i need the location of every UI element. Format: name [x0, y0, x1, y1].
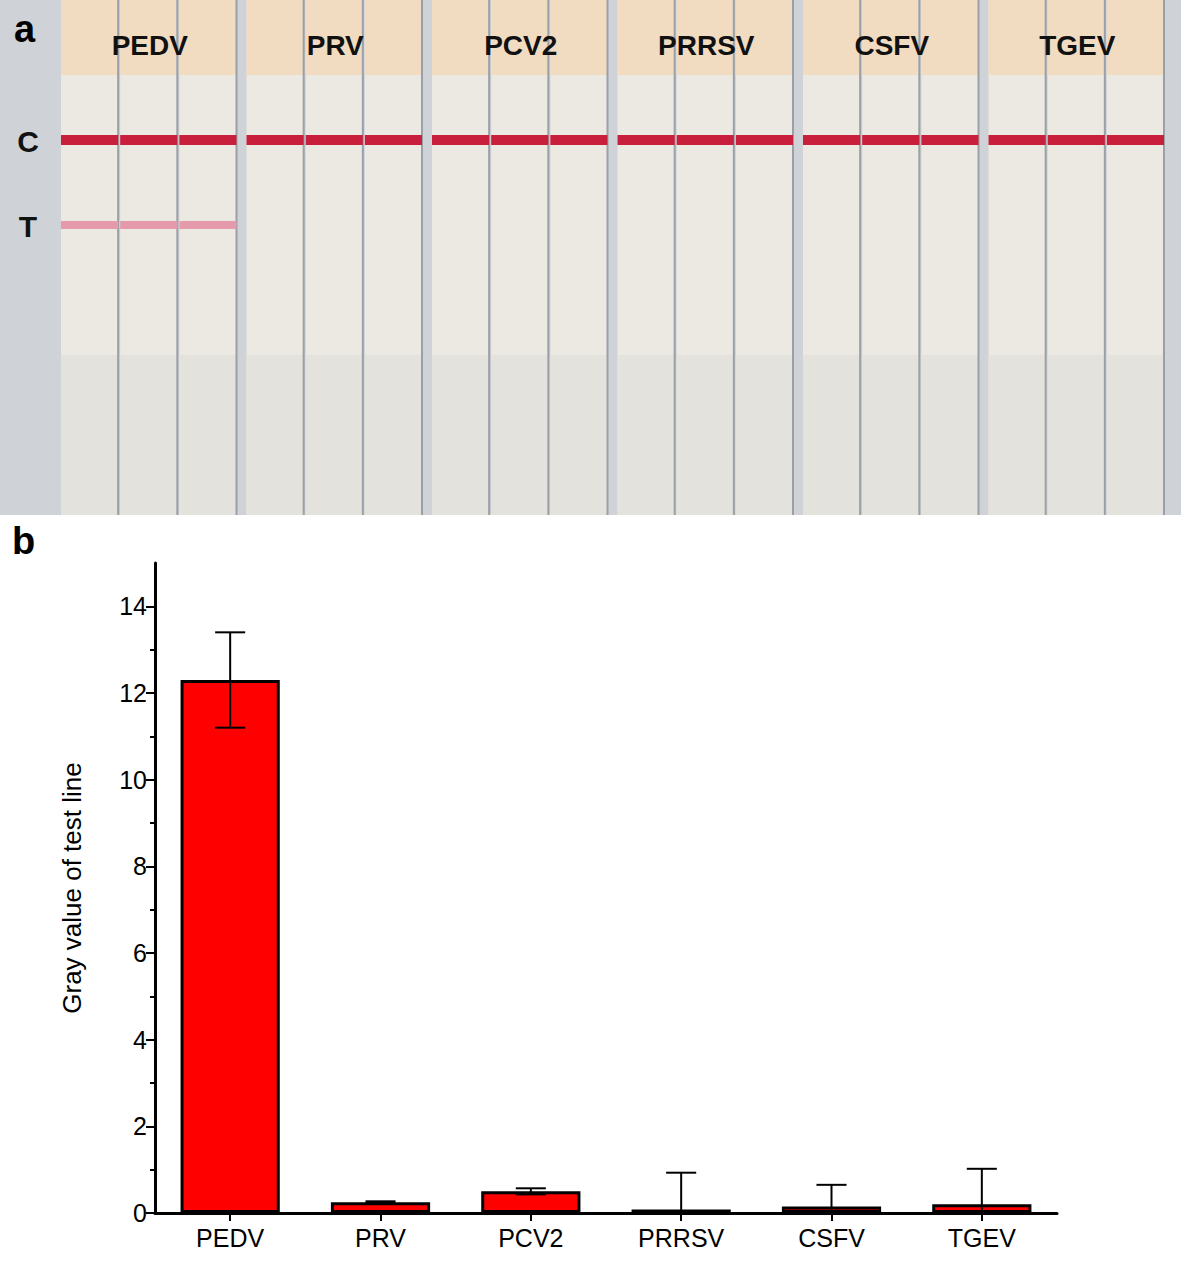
svg-text:PCV2: PCV2: [498, 1224, 563, 1252]
html-text:b: b: [12, 520, 36, 562]
svg-text:12: 12: [119, 679, 147, 707]
svg-text:PEDV: PEDV: [112, 30, 189, 61]
svg-text:PEDV: PEDV: [196, 1224, 264, 1252]
svg-text:CSFV: CSFV: [798, 1224, 865, 1252]
svg-text:Gray value of test line: Gray value of test line: [57, 762, 87, 1013]
svg-text:TGEV: TGEV: [1039, 30, 1116, 61]
svg-text:4: 4: [133, 1026, 147, 1054]
svg-text:CSFV: CSFV: [854, 30, 929, 61]
svg-text:TGEV: TGEV: [948, 1224, 1016, 1252]
svg-text:10: 10: [119, 766, 147, 794]
svg-text:14: 14: [119, 592, 147, 620]
svg-text:a: a: [14, 8, 36, 50]
svg-text:PRV: PRV: [307, 30, 364, 61]
svg-text:8: 8: [133, 852, 147, 880]
svg-text:2: 2: [133, 1112, 147, 1140]
svg-text:PRV: PRV: [355, 1224, 406, 1252]
svg-text:C: C: [17, 125, 39, 158]
svg-text:0: 0: [133, 1199, 147, 1227]
svg-text:6: 6: [133, 939, 147, 967]
svg-text:PCV2: PCV2: [484, 30, 557, 61]
svg-text:PRRSV: PRRSV: [638, 1224, 724, 1252]
svg-text:T: T: [19, 210, 37, 243]
svg-text:PRRSV: PRRSV: [658, 30, 755, 61]
